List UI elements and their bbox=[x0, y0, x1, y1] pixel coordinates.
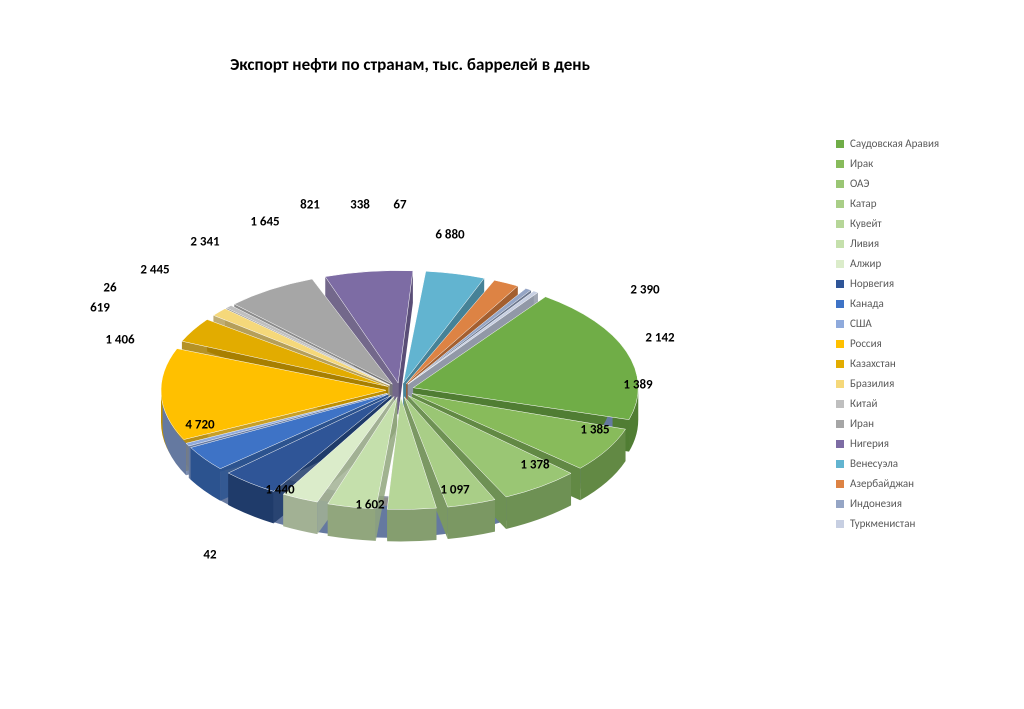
slice-value-label: 1 385 bbox=[580, 423, 609, 438]
slice-value-label: 821 bbox=[300, 198, 320, 213]
legend-item: Ирак bbox=[836, 158, 1006, 169]
slice-value-label: 1 389 bbox=[623, 378, 652, 393]
legend-label: Казахстан bbox=[850, 358, 896, 369]
legend-swatch bbox=[836, 340, 844, 348]
legend-swatch bbox=[836, 440, 844, 448]
legend-swatch bbox=[836, 480, 844, 488]
legend-swatch bbox=[836, 160, 844, 168]
legend-label: Россия bbox=[850, 338, 882, 349]
legend-label: Канада bbox=[850, 298, 884, 309]
legend-swatch bbox=[836, 260, 844, 268]
legend-item: Кувейт bbox=[836, 218, 1006, 229]
legend-label: Азербайджан bbox=[850, 478, 914, 489]
legend-label: Саудовская Аравия bbox=[850, 138, 939, 149]
legend-item: Канада bbox=[836, 298, 1006, 309]
legend-item: Алжир bbox=[836, 258, 1006, 269]
legend-label: Нигерия bbox=[850, 438, 889, 449]
slice-value-label: 6 880 bbox=[435, 228, 464, 243]
legend-swatch bbox=[836, 420, 844, 428]
legend-item: Индонезия bbox=[836, 498, 1006, 509]
legend-item: Катар bbox=[836, 198, 1006, 209]
slice-value-label: 2 142 bbox=[645, 331, 674, 346]
legend: Саудовская Аравия Ирак ОАЭ Катар Кувейт Ливия… bbox=[836, 138, 1006, 538]
legend-swatch bbox=[836, 300, 844, 308]
legend-swatch bbox=[836, 460, 844, 468]
legend-swatch bbox=[836, 280, 844, 288]
legend-label: Ирак bbox=[850, 158, 873, 169]
legend-item: Иран bbox=[836, 418, 1006, 429]
legend-item: Азербайджан bbox=[836, 478, 1006, 489]
legend-item: ОАЭ bbox=[836, 178, 1006, 189]
slice-value-label: 42 bbox=[203, 548, 216, 563]
legend-label: Катар bbox=[850, 198, 876, 209]
chart-title: Экспорт нефти по странам, тыс. баррелей … bbox=[0, 54, 820, 75]
legend-item: Китай bbox=[836, 398, 1006, 409]
legend-label: Кувейт bbox=[850, 218, 882, 229]
slice-value-label: 1 378 bbox=[520, 458, 549, 473]
legend-item: США bbox=[836, 318, 1006, 329]
legend-item: Туркменистан bbox=[836, 518, 1006, 529]
slice-value-label: 1 602 bbox=[355, 498, 384, 513]
slice-value-label: 2 341 bbox=[190, 235, 219, 250]
slice-value-label: 1 097 bbox=[440, 483, 469, 498]
legend-swatch bbox=[836, 380, 844, 388]
legend-item: Норвегия bbox=[836, 278, 1006, 289]
legend-label: Алжир bbox=[850, 258, 881, 269]
slice-value-label: 67 bbox=[393, 198, 406, 213]
legend-label: Ливия bbox=[850, 238, 879, 249]
legend-item: Ливия bbox=[836, 238, 1006, 249]
legend-swatch bbox=[836, 520, 844, 528]
legend-item: Венесуэла bbox=[836, 458, 1006, 469]
legend-label: ОАЭ bbox=[850, 178, 869, 189]
slice-value-label: 1 406 bbox=[105, 333, 134, 348]
pie-chart: 6 880 2 390 2 142 1 389 1 385 1 378 1 097 1 602… bbox=[60, 130, 740, 650]
legend-item: Россия bbox=[836, 338, 1006, 349]
legend-label: Норвегия bbox=[850, 278, 894, 289]
legend-swatch bbox=[836, 320, 844, 328]
legend-label: Туркменистан bbox=[850, 518, 915, 529]
legend-swatch bbox=[836, 180, 844, 188]
legend-swatch bbox=[836, 220, 844, 228]
slice-value-label: 619 bbox=[90, 301, 110, 316]
legend-label: Венесуэла bbox=[850, 458, 898, 469]
slice-value-label: 1 440 bbox=[265, 483, 294, 498]
legend-swatch bbox=[836, 140, 844, 148]
legend-label: США bbox=[850, 318, 872, 329]
legend-item: Нигерия bbox=[836, 438, 1006, 449]
legend-swatch bbox=[836, 500, 844, 508]
slice-value-label: 26 bbox=[103, 281, 116, 296]
legend-item: Саудовская Аравия bbox=[836, 138, 1006, 149]
legend-label: Индонезия bbox=[850, 498, 902, 509]
legend-label: Китай bbox=[850, 398, 877, 409]
legend-item: Бразилия bbox=[836, 378, 1006, 389]
legend-swatch bbox=[836, 400, 844, 408]
legend-item: Казахстан bbox=[836, 358, 1006, 369]
slice-value-label: 4 720 bbox=[185, 418, 214, 433]
legend-swatch bbox=[836, 360, 844, 368]
slice-value-label: 2 390 bbox=[630, 283, 659, 298]
legend-swatch bbox=[836, 200, 844, 208]
legend-label: Бразилия bbox=[850, 378, 894, 389]
slice-value-label: 338 bbox=[350, 198, 370, 213]
legend-swatch bbox=[836, 240, 844, 248]
legend-label: Иран bbox=[850, 418, 874, 429]
slice-value-label: 2 445 bbox=[140, 263, 169, 278]
slice-value-label: 1 645 bbox=[250, 215, 279, 230]
